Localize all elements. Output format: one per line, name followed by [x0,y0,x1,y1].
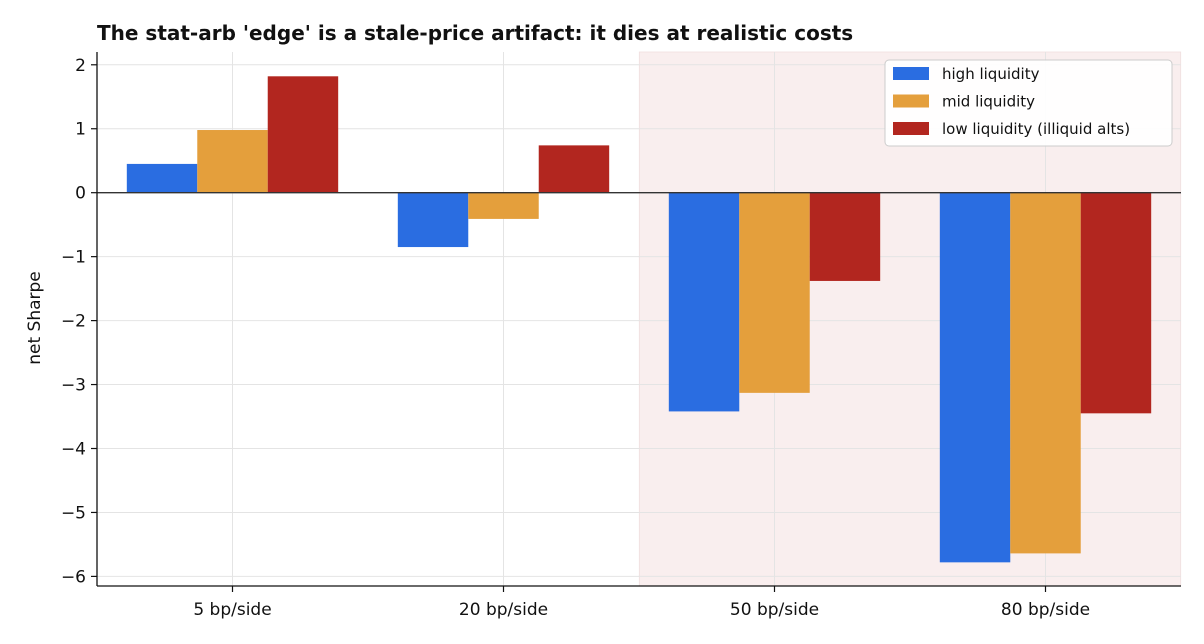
bar-low-50bp [809,192,881,281]
x-tick-label: 80 bp/side [1001,600,1090,620]
bar-mid-20bp [468,192,539,219]
y-tick-label: −6 [61,567,86,587]
bar-low-5bp [267,76,339,193]
ticks-layer: 2 1 0 −1 −2 −3 −4 −5 −6 5 bp/side 20 bp/side 50 bp/… [61,56,1090,620]
x-tick-label: 20 bp/side [459,600,548,620]
y-axis-label: net Sharpe [25,271,45,365]
bar-high-50bp [668,192,740,412]
legend-swatch [893,94,929,108]
bar-high-20bp [397,192,469,248]
x-tick-label: 5 bp/side [193,600,271,620]
legend-swatch [893,122,929,135]
y-tick-label: 1 [75,120,86,140]
bar-low-20bp [538,145,610,193]
legend-swatch [893,67,929,80]
y-tick-label: −2 [61,312,86,332]
y-tick-label: −4 [61,440,86,460]
bars-layer [126,76,1152,563]
y-tick-label: −3 [61,376,86,396]
legend: high liquidity mid liquidity low liquidity… [884,59,1173,147]
x-tick-label: 50 bp/side [730,600,819,620]
bar-mid-80bp [1010,192,1081,554]
legend-label: mid liquidity [942,93,1035,111]
legend-label: high liquidity [942,65,1040,83]
axes-layer [96,52,1181,587]
bar-high-5bp [126,163,198,193]
legend-label: low liquidity (illiquid alts) [942,120,1130,138]
y-tick-label: 0 [75,184,86,204]
y-tick-label: 2 [75,56,86,76]
y-tick-label: −5 [61,503,86,523]
bar-mid-50bp [739,192,810,393]
bar-low-80bp [1080,192,1152,414]
y-tick-label: −1 [61,248,86,268]
bar-mid-5bp [197,130,268,193]
chart-title: The stat-arb 'edge' is a stale-price art… [97,21,853,45]
bar-high-80bp [939,192,1011,563]
legend-frame [884,59,1173,147]
